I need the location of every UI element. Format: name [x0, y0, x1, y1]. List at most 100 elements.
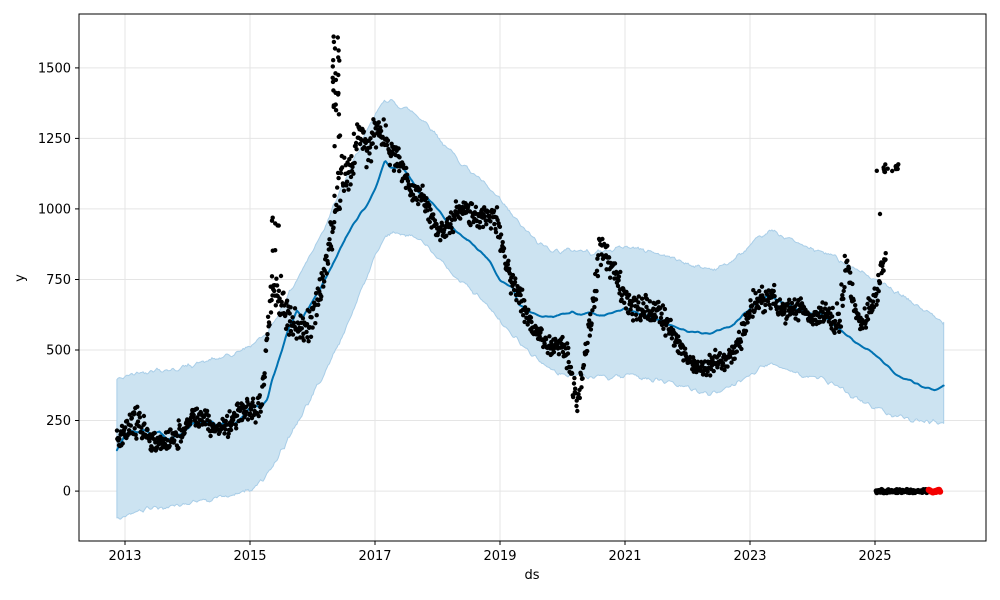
observed-point	[748, 298, 753, 303]
observed-point	[172, 438, 177, 443]
observed-point	[351, 171, 356, 176]
observed-point	[135, 404, 140, 409]
observed-point	[720, 361, 726, 366]
observed-point	[135, 419, 141, 424]
observed-point	[330, 64, 335, 69]
observed-point	[117, 436, 122, 441]
observed-point	[596, 253, 601, 258]
observed-point	[269, 218, 275, 223]
observed-point	[449, 225, 454, 230]
observed-point	[273, 303, 278, 308]
observed-point	[529, 319, 534, 325]
observed-point	[659, 311, 664, 316]
observed-point	[767, 302, 772, 308]
observed-point	[333, 71, 338, 76]
observed-point	[568, 364, 574, 370]
observed-point	[203, 422, 208, 427]
observed-point	[682, 346, 688, 351]
x-tick-label: 2025	[858, 549, 891, 564]
observed-point	[304, 322, 310, 327]
observed-point	[268, 310, 274, 315]
observed-point	[283, 326, 289, 331]
observed-point	[856, 312, 861, 317]
observed-point	[464, 209, 469, 214]
observed-point	[427, 219, 432, 225]
observed-point	[265, 332, 270, 337]
observed-point	[165, 438, 170, 443]
observed-point	[498, 232, 504, 237]
observed-point	[783, 321, 788, 326]
observed-point	[748, 308, 753, 314]
observed-point	[668, 317, 673, 323]
observed-point	[658, 315, 664, 321]
observed-point	[751, 288, 756, 293]
observed-point	[123, 425, 128, 430]
observed-point	[354, 147, 359, 152]
observed-point	[273, 248, 278, 253]
observed-point	[578, 372, 584, 377]
observed-point	[789, 300, 795, 306]
observed-point	[647, 299, 652, 304]
observed-point	[291, 320, 297, 325]
observed-point	[528, 315, 534, 320]
observed-point	[573, 386, 578, 391]
observed-point	[593, 297, 599, 302]
observed-point	[438, 238, 443, 243]
observed-point	[630, 311, 635, 317]
observed-point	[361, 129, 366, 134]
observed-point	[141, 413, 147, 419]
observed-point	[711, 368, 716, 374]
observed-point	[363, 137, 368, 142]
observed-point	[292, 306, 298, 311]
observed-point	[188, 419, 193, 424]
observed-point	[424, 196, 429, 201]
observed-point	[341, 188, 347, 193]
observed-point	[876, 272, 881, 278]
observed-point	[300, 316, 306, 321]
observed-point	[656, 299, 661, 305]
observed-point	[501, 246, 507, 251]
observed-point	[571, 394, 576, 400]
observed-point	[594, 288, 599, 294]
observed-point	[309, 315, 314, 320]
observed-point	[208, 433, 213, 439]
x-tick-label: 2019	[483, 549, 516, 564]
observed-point	[512, 280, 518, 285]
observed-point	[337, 206, 342, 211]
observed-point	[383, 123, 388, 128]
observed-point	[224, 413, 230, 419]
observed-point	[506, 258, 511, 263]
observed-point	[571, 381, 577, 386]
y-axis-label: y	[13, 274, 28, 282]
observed-point	[227, 409, 232, 414]
observed-point	[810, 322, 816, 327]
observed-point	[834, 325, 839, 330]
observed-point	[736, 329, 742, 335]
observed-point	[592, 304, 597, 310]
observed-point	[299, 326, 304, 331]
observed-point	[669, 336, 675, 341]
observed-point	[357, 141, 363, 147]
observed-point	[848, 270, 853, 275]
y-tick-label: 1500	[38, 61, 71, 76]
observed-point	[244, 409, 249, 415]
observed-point	[874, 291, 879, 297]
observed-point	[782, 306, 787, 311]
x-axis-label: ds	[524, 568, 539, 583]
y-tick-label: 750	[46, 273, 71, 288]
observed-point	[876, 289, 881, 294]
observed-point	[729, 360, 734, 365]
observed-point	[690, 355, 696, 360]
observed-point	[194, 406, 200, 411]
observed-point	[344, 183, 349, 188]
observed-point	[364, 165, 369, 170]
observed-point	[837, 329, 842, 334]
observed-point	[623, 306, 629, 311]
observed-point	[565, 351, 571, 356]
observed-point	[782, 309, 787, 315]
observed-point	[642, 309, 647, 315]
observed-point	[865, 301, 870, 307]
observed-point	[629, 303, 634, 308]
observed-point	[853, 303, 858, 308]
observed-point	[367, 151, 372, 156]
